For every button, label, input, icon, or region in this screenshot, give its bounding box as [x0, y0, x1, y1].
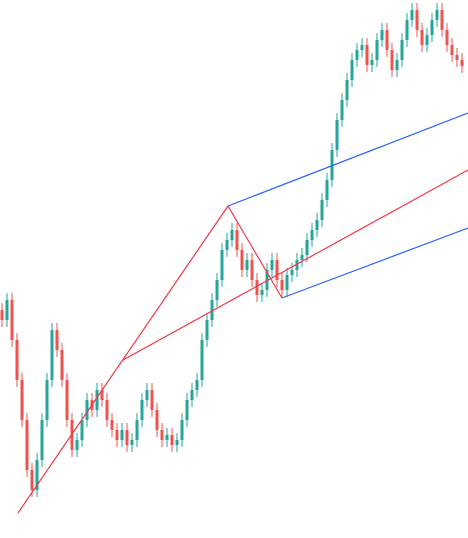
- candle-body: [420, 30, 424, 45]
- candle-body: [400, 40, 404, 60]
- candle-body: [305, 240, 309, 255]
- candle-body: [405, 20, 409, 40]
- candle-body: [235, 230, 239, 250]
- candle-body: [290, 270, 294, 275]
- candle-body: [205, 320, 209, 340]
- candle-body: [360, 45, 364, 50]
- candle-body: [335, 120, 339, 150]
- candle-body: [120, 430, 124, 440]
- candle-body: [435, 10, 439, 20]
- pitchfork-line: [122, 169, 468, 361]
- candle-body: [245, 260, 249, 270]
- candle-body: [130, 440, 134, 445]
- candle-body: [65, 380, 69, 420]
- candle-body: [80, 420, 84, 440]
- candle-body: [195, 380, 199, 390]
- candle-body: [315, 220, 319, 230]
- candle-body: [255, 280, 259, 295]
- candle-body: [455, 55, 459, 60]
- candle-body: [95, 390, 99, 410]
- candle-body: [265, 270, 269, 290]
- candle-body: [350, 60, 354, 80]
- candle-body: [75, 440, 79, 450]
- candle-body: [100, 390, 104, 400]
- candle-body: [55, 330, 59, 350]
- candle-body: [110, 420, 114, 430]
- candle-body: [310, 230, 314, 240]
- pitchfork-line: [227, 205, 283, 299]
- candle-body: [325, 180, 329, 200]
- candle-body: [275, 260, 279, 280]
- pitchfork-line: [281, 227, 468, 299]
- candle-body: [105, 400, 109, 420]
- candle-body: [430, 20, 434, 35]
- candle-body: [355, 50, 359, 60]
- candle-body: [365, 45, 369, 65]
- candle-body: [125, 430, 129, 445]
- candle-body: [280, 280, 284, 290]
- candle-body: [215, 280, 219, 300]
- candle-body: [190, 390, 194, 400]
- candle-body: [40, 420, 44, 460]
- candle-body: [60, 350, 64, 380]
- candle-body: [30, 470, 34, 490]
- candle-body: [345, 80, 349, 100]
- pitchfork-line: [227, 112, 468, 207]
- candle-body: [240, 250, 244, 270]
- candle-body: [380, 30, 384, 40]
- candle-body: [45, 380, 49, 420]
- candle-body: [415, 10, 419, 30]
- candle-body: [320, 200, 324, 220]
- candle-body: [15, 340, 19, 380]
- candle-body: [85, 400, 89, 420]
- candle-body: [35, 460, 39, 490]
- candle-body: [250, 260, 254, 280]
- candle-body: [230, 230, 234, 240]
- candle-body: [270, 260, 274, 270]
- candle-body: [160, 430, 164, 440]
- candle-body: [445, 30, 449, 45]
- candle-body: [390, 50, 394, 70]
- candle-body: [385, 30, 389, 50]
- candle-body: [460, 60, 464, 66]
- candle-body: [395, 60, 399, 70]
- candle-body: [10, 300, 14, 340]
- candle-body: [425, 35, 429, 45]
- candle-body: [440, 10, 444, 30]
- candle-body: [140, 400, 144, 420]
- candle-body: [185, 400, 189, 420]
- candle-body: [260, 290, 264, 295]
- candle-body: [295, 260, 299, 270]
- candle-body: [175, 440, 179, 445]
- candle-body: [135, 420, 139, 440]
- candle-body: [210, 300, 214, 320]
- candle-body: [170, 435, 174, 445]
- candle-body: [450, 45, 454, 55]
- candle-body: [220, 250, 224, 280]
- candle-body: [285, 275, 289, 290]
- candle-body: [180, 420, 184, 440]
- candle-body: [165, 435, 169, 440]
- candle-body: [375, 40, 379, 60]
- candle-body: [20, 380, 24, 420]
- candle-body: [115, 430, 119, 440]
- candle-body: [0, 310, 4, 320]
- candle-body: [155, 410, 159, 430]
- candle-body: [25, 420, 29, 470]
- candle-body: [145, 390, 149, 400]
- candle-body: [50, 330, 54, 380]
- candle-body: [340, 100, 344, 120]
- candle-body: [5, 300, 9, 320]
- candle-body: [300, 255, 304, 260]
- candle-body: [370, 60, 374, 65]
- candle-body: [410, 10, 414, 20]
- candle-body: [150, 390, 154, 410]
- candle-body: [200, 340, 204, 380]
- candle-body: [330, 150, 334, 180]
- candle-body: [225, 240, 229, 250]
